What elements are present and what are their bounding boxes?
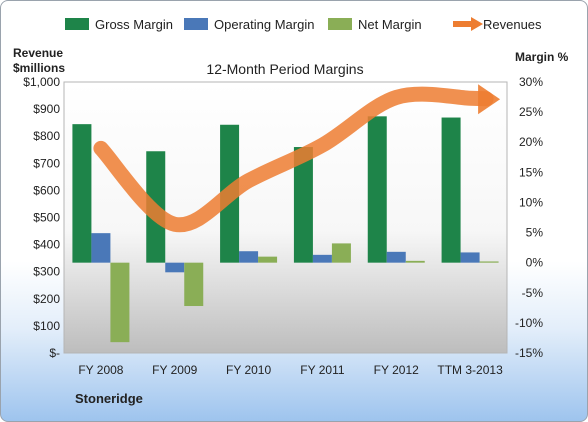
legend-swatch-arrow (471, 17, 483, 31)
y-axis-left-label-2: $millions (13, 61, 65, 75)
left-tick-label: $700 (33, 156, 60, 170)
gross-margin-bar (441, 117, 461, 263)
revenues-line (93, 86, 494, 233)
category-label: FY 2008 (78, 363, 123, 377)
right-tick-label: -5% (522, 286, 544, 300)
left-tick-label: $400 (33, 238, 60, 252)
right-tick-label: 15% (519, 165, 543, 179)
legend-swatch (184, 18, 208, 30)
net-margin-bar (331, 243, 351, 263)
gross-margin-bar (367, 116, 387, 263)
category-label: FY 2011 (300, 363, 345, 377)
gross-margin-bar (72, 124, 92, 263)
plot-area (63, 81, 508, 354)
left-tick-label: $800 (33, 129, 60, 143)
legend-swatch (328, 18, 352, 30)
left-tick-label: $900 (33, 102, 60, 116)
legend-label: Gross Margin (95, 17, 173, 32)
net-margin-bar (110, 262, 130, 343)
right-tick-label: 25% (519, 105, 543, 119)
left-tick-label: $500 (33, 211, 60, 225)
category-label: FY 2010 (226, 363, 271, 377)
operating-margin-bar (239, 251, 259, 263)
operating-margin-bar (165, 262, 185, 273)
right-tick-label: 30% (519, 75, 543, 89)
left-tick-label: $1,000 (23, 75, 60, 89)
right-tick-label: 20% (519, 135, 543, 149)
revenues-arrow-head (478, 84, 501, 115)
net-margin-bar (405, 260, 425, 263)
company-name: Stoneridge (75, 391, 143, 406)
chart-title: 12-Month Period Margins (206, 61, 363, 77)
y-axis-right-label: Margin % (515, 50, 569, 64)
net-margin-bar (184, 262, 204, 307)
category-label: TTM 3-2013 (437, 363, 503, 377)
gross-margin-bar (293, 147, 313, 263)
net-margin-bar (258, 256, 278, 263)
category-label: FY 2012 (374, 363, 419, 377)
category-label: FY 2009 (152, 363, 197, 377)
left-tick-label: $100 (33, 319, 60, 333)
y-axis-left-label-1: Revenue (13, 46, 63, 60)
operating-margin-bar (312, 254, 332, 263)
operating-margin-bar (91, 233, 111, 263)
left-tick-label: $600 (33, 183, 60, 197)
legend-label: Revenues (483, 17, 542, 32)
legend-swatch (65, 18, 89, 30)
left-tick-label: $200 (33, 292, 60, 306)
legend-label: Net Margin (358, 17, 422, 32)
legend-label: Operating Margin (214, 17, 314, 32)
operating-margin-bar (386, 251, 406, 263)
right-tick-label: 0% (526, 256, 544, 270)
net-margin-bar (479, 261, 499, 263)
left-tick-label: $300 (33, 265, 60, 279)
right-tick-label: -10% (515, 316, 543, 330)
right-tick-label: 5% (526, 226, 544, 240)
right-tick-label: 10% (519, 195, 543, 209)
operating-margin-bar (460, 252, 480, 263)
right-tick-label: -15% (515, 346, 543, 360)
left-tick-label: $- (49, 346, 60, 360)
